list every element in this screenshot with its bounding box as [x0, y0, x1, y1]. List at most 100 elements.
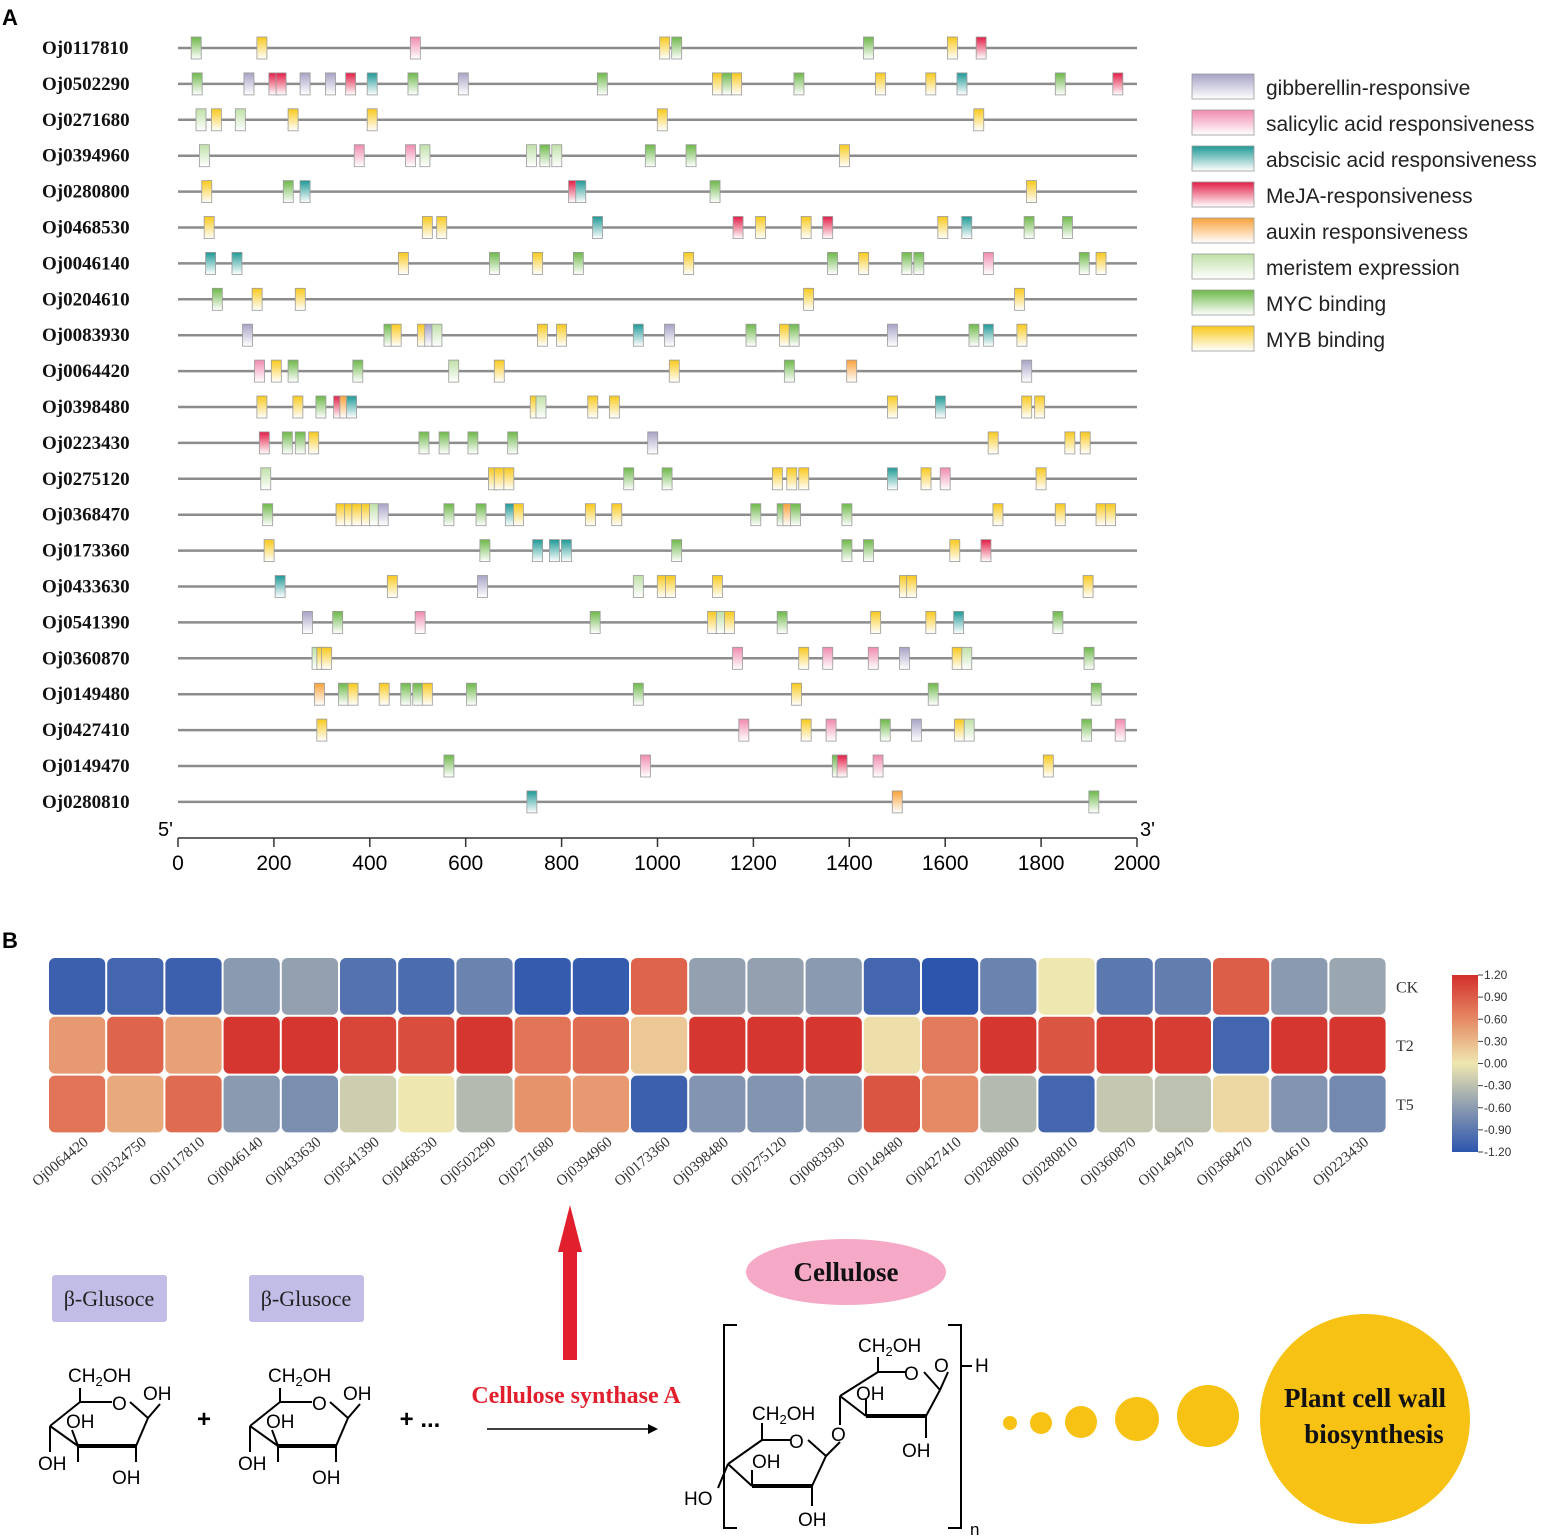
- motif-myc: [1088, 790, 1100, 814]
- motif-myb: [366, 108, 378, 132]
- motif-myc: [282, 180, 294, 204]
- gene-label: Oj0046140: [42, 253, 130, 274]
- gene-label: Oj0204610: [42, 289, 130, 310]
- heatmap-cell: [281, 1016, 338, 1074]
- gene-row: Oj0433630: [42, 575, 1137, 598]
- heatmap-col-label: Oj0083930: [786, 1134, 848, 1190]
- motif-myb: [251, 287, 263, 311]
- motif-salicylic: [867, 646, 879, 670]
- gene-row: Oj0280810: [42, 790, 1137, 814]
- motif-myc: [783, 359, 795, 383]
- motif-meristem: [260, 467, 272, 491]
- heatmap-cell: [1329, 1016, 1386, 1074]
- motif-meja: [975, 36, 987, 60]
- motif-myb: [201, 180, 213, 204]
- motif-myb: [803, 287, 814, 311]
- motif-myc: [1052, 611, 1064, 634]
- motif-salicylic: [738, 718, 750, 742]
- motif-myb: [292, 395, 304, 419]
- heatmap-cell: [107, 1016, 164, 1074]
- motif-myb: [875, 72, 886, 96]
- motif-abscisic: [299, 180, 311, 204]
- motif-salicylic: [825, 718, 837, 742]
- motif-myb: [386, 575, 398, 598]
- motif-myb: [263, 539, 275, 562]
- heatmap-cell: [1213, 1016, 1270, 1074]
- motif-myc: [709, 180, 721, 204]
- gene-row: Oj0398480: [42, 395, 1137, 419]
- glucose-label-1: β-Glusoce: [64, 1286, 155, 1311]
- motif-myc: [788, 323, 800, 347]
- gene-label: Oj0117810: [42, 38, 129, 59]
- gene-label: Oj0149480: [42, 684, 130, 705]
- motif-myc: [790, 503, 801, 527]
- motif-myc: [475, 503, 487, 527]
- gene-label: Oj0368470: [42, 505, 130, 526]
- cellulose-oh-top-2: OH: [902, 1441, 931, 1462]
- gene-label: Oj0173360: [42, 541, 130, 562]
- legend-swatch-salicylic: [1191, 109, 1255, 136]
- motif-myb: [210, 108, 222, 132]
- motif-myb: [946, 36, 958, 60]
- motif-myb: [1034, 395, 1046, 419]
- gene-label: Oj0271680: [42, 110, 130, 131]
- motif-gibberellin: [377, 503, 389, 527]
- gene-label: Oj0223430: [42, 433, 130, 454]
- heatmap-cell: [1154, 958, 1211, 1015]
- motif-myb: [887, 395, 898, 419]
- motif-myc: [443, 503, 455, 527]
- heatmap-cell: [980, 1075, 1037, 1133]
- x-tick-label: 800: [544, 852, 579, 875]
- gene-row: Oj0083930: [42, 323, 1137, 347]
- cellulose-o-glyco: O: [934, 1356, 949, 1377]
- motif-myb: [1021, 395, 1033, 419]
- motif-meja: [258, 431, 270, 455]
- motif-meristem: [195, 108, 207, 132]
- motif-myb: [493, 359, 505, 383]
- heatmap-cell: [689, 1016, 746, 1074]
- glucose-structure-2: [249, 1388, 361, 1462]
- gene-label: Oj0427410: [42, 720, 130, 741]
- motif-myc: [901, 251, 913, 275]
- glucose2-oh-4: OH: [312, 1468, 341, 1489]
- motif-myb: [954, 718, 965, 742]
- motif-abscisic: [956, 72, 968, 96]
- cellulose-link-o: O: [831, 1425, 846, 1446]
- glucose1-ring-o: O: [112, 1394, 127, 1415]
- dot-3: [1065, 1406, 1097, 1438]
- motif-myb: [755, 216, 766, 239]
- motif-myb: [294, 287, 306, 311]
- legend-label-salicylic: salicylic acid responsiveness: [1266, 113, 1534, 136]
- heatmap-cell: [1213, 1075, 1270, 1133]
- growth-dots: [1003, 1314, 1470, 1524]
- heatmap-col-label: Oj0223430: [1310, 1134, 1372, 1190]
- motif-myc: [466, 682, 477, 706]
- heatmap-cell: [1271, 958, 1328, 1015]
- heatmap-cell: [340, 1016, 397, 1074]
- motif-auxin: [891, 790, 903, 814]
- motif-myb: [800, 216, 812, 239]
- cellulose-ellipse: [746, 1239, 946, 1305]
- motif-salicylic: [872, 754, 884, 778]
- motif-meristem: [448, 359, 460, 383]
- heatmap-cell: [456, 958, 513, 1015]
- heatmap-cell: [1154, 1075, 1211, 1133]
- heatmap-col-label: Oj0280800: [961, 1134, 1023, 1190]
- motif-salicylic: [1114, 718, 1126, 742]
- x-tick-label: 1800: [1018, 852, 1065, 875]
- three-prime-label: 3': [1140, 819, 1155, 841]
- motif-myb: [347, 682, 359, 706]
- heatmap-cell: [398, 1075, 455, 1133]
- colorbar-tick-label: -0.60: [1484, 1101, 1512, 1115]
- motif-myb: [1042, 754, 1054, 778]
- glucose-label-2: β-Glusoce: [261, 1286, 352, 1311]
- heatmap-row-label: CK: [1396, 979, 1419, 996]
- gene-label: Oj0149470: [42, 756, 130, 777]
- glucose1-oh-1: OH: [143, 1384, 172, 1405]
- motif-myb: [798, 646, 810, 670]
- motif-myb: [436, 216, 448, 239]
- motif-myc: [596, 72, 608, 96]
- motif-myc: [1078, 251, 1090, 275]
- motif-myc: [572, 251, 584, 275]
- heatmap-cell: [107, 1075, 164, 1133]
